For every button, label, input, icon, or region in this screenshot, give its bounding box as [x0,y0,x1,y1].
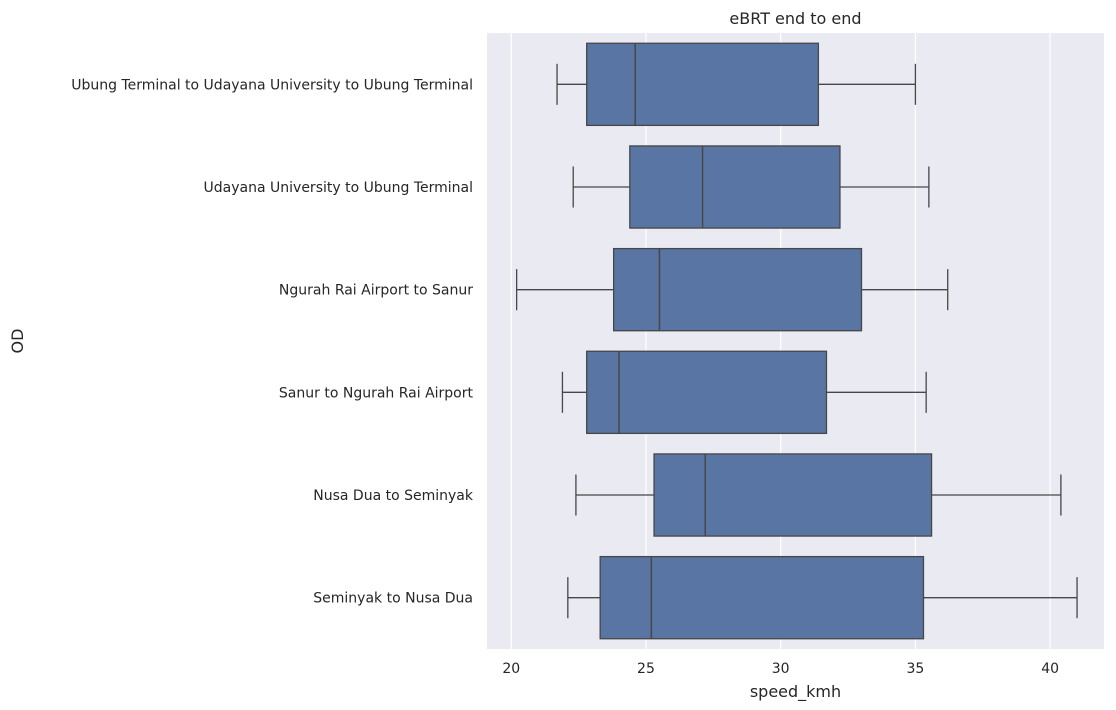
boxes [515,42,1078,640]
y-tick-labels: Ubung Terminal to Udayana University to … [71,77,474,606]
x-tick-label: 20 [502,661,520,677]
y-axis-title: OD [8,329,27,354]
x-tick-label: 25 [637,661,655,677]
iqr-box [612,247,863,332]
y-tick-label: Udayana University to Ubung Terminal [204,180,473,196]
iqr-box [599,555,925,640]
box-group [575,453,1062,537]
grid-lines [510,33,1051,649]
box-group [515,247,949,332]
y-tick-label: Ubung Terminal to Udayana University to … [71,77,473,93]
iqr-box [653,453,933,537]
iqr-box [629,145,841,229]
box-group [561,350,927,435]
x-tick-label: 30 [772,661,790,677]
x-tick-label: 35 [906,661,924,677]
iqr-box [586,42,820,127]
box-group [572,145,930,229]
x-tick-labels: 20 25 30 35 40 [502,661,1059,677]
plot-background [487,33,1104,649]
box-group [567,555,1078,640]
y-tick-label: Nusa Dua to Seminyak [313,488,474,504]
y-tick-label: Sanur to Ngurah Rai Airport [279,385,474,401]
chart-title: eBRT end to end [729,9,861,28]
box-group [556,42,917,127]
x-tick-label: 40 [1041,661,1059,677]
y-tick-label: Ngurah Rai Airport to Sanur [279,283,473,299]
x-axis-title: speed_kmh [750,682,841,702]
y-tick-label: Seminyak to Nusa Dua [313,591,473,607]
iqr-box [586,350,828,435]
